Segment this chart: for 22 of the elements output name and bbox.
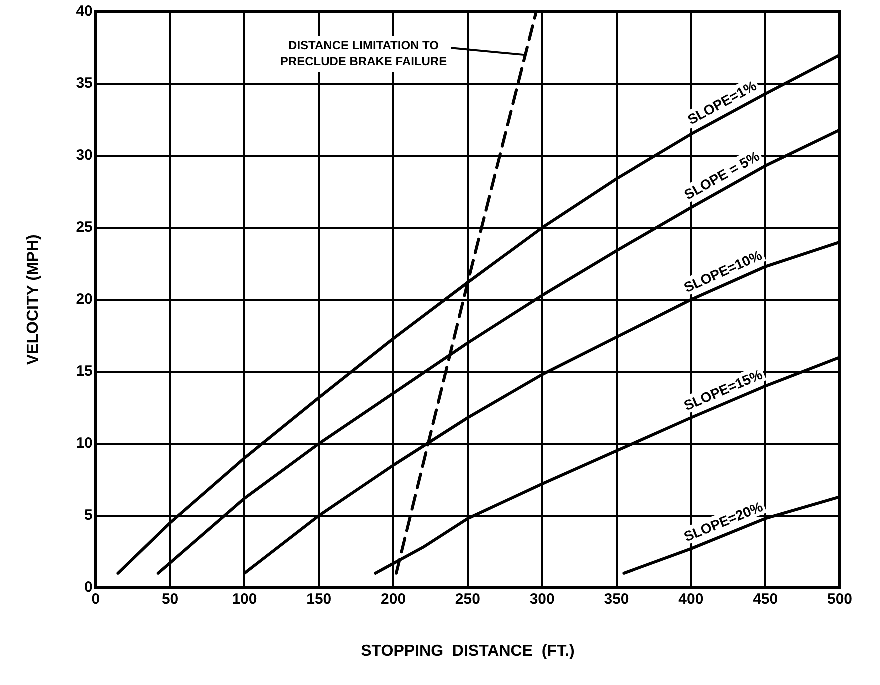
x-tick-label: 500 (827, 590, 853, 608)
x-tick-label: 100 (232, 590, 258, 608)
y-tick-label: 0 (84, 578, 93, 596)
y-tick-label: 35 (76, 75, 93, 92)
x-tick-label: 350 (604, 590, 630, 608)
y-tick-label: 20 (76, 291, 93, 308)
x-axis-title: STOPPING DISTANCE (FT.) (361, 642, 575, 660)
x-tick-label: 250 (455, 590, 480, 608)
annotation: DISTANCE LIMITATION TO PRECLUDE BRAKE FAILURE (280, 38, 448, 68)
x-tick-label: 300 (530, 590, 555, 608)
y-tick-label: 5 (84, 506, 93, 524)
y-tick-label: 10 (76, 434, 93, 452)
y-tick-label: 25 (76, 219, 93, 236)
x-tick-label: 50 (162, 590, 179, 608)
x-tick-label: 150 (306, 590, 332, 608)
y-axis-title: VELOCITY (MPH) (25, 234, 42, 366)
y-tick-label: 15 (76, 363, 93, 380)
x-tick-label: 450 (753, 590, 778, 608)
y-tick-label: 40 (76, 3, 93, 20)
x-tick-label: 200 (381, 590, 406, 608)
x-tick-label: 400 (678, 590, 704, 608)
y-tick-label: 30 (76, 147, 93, 164)
